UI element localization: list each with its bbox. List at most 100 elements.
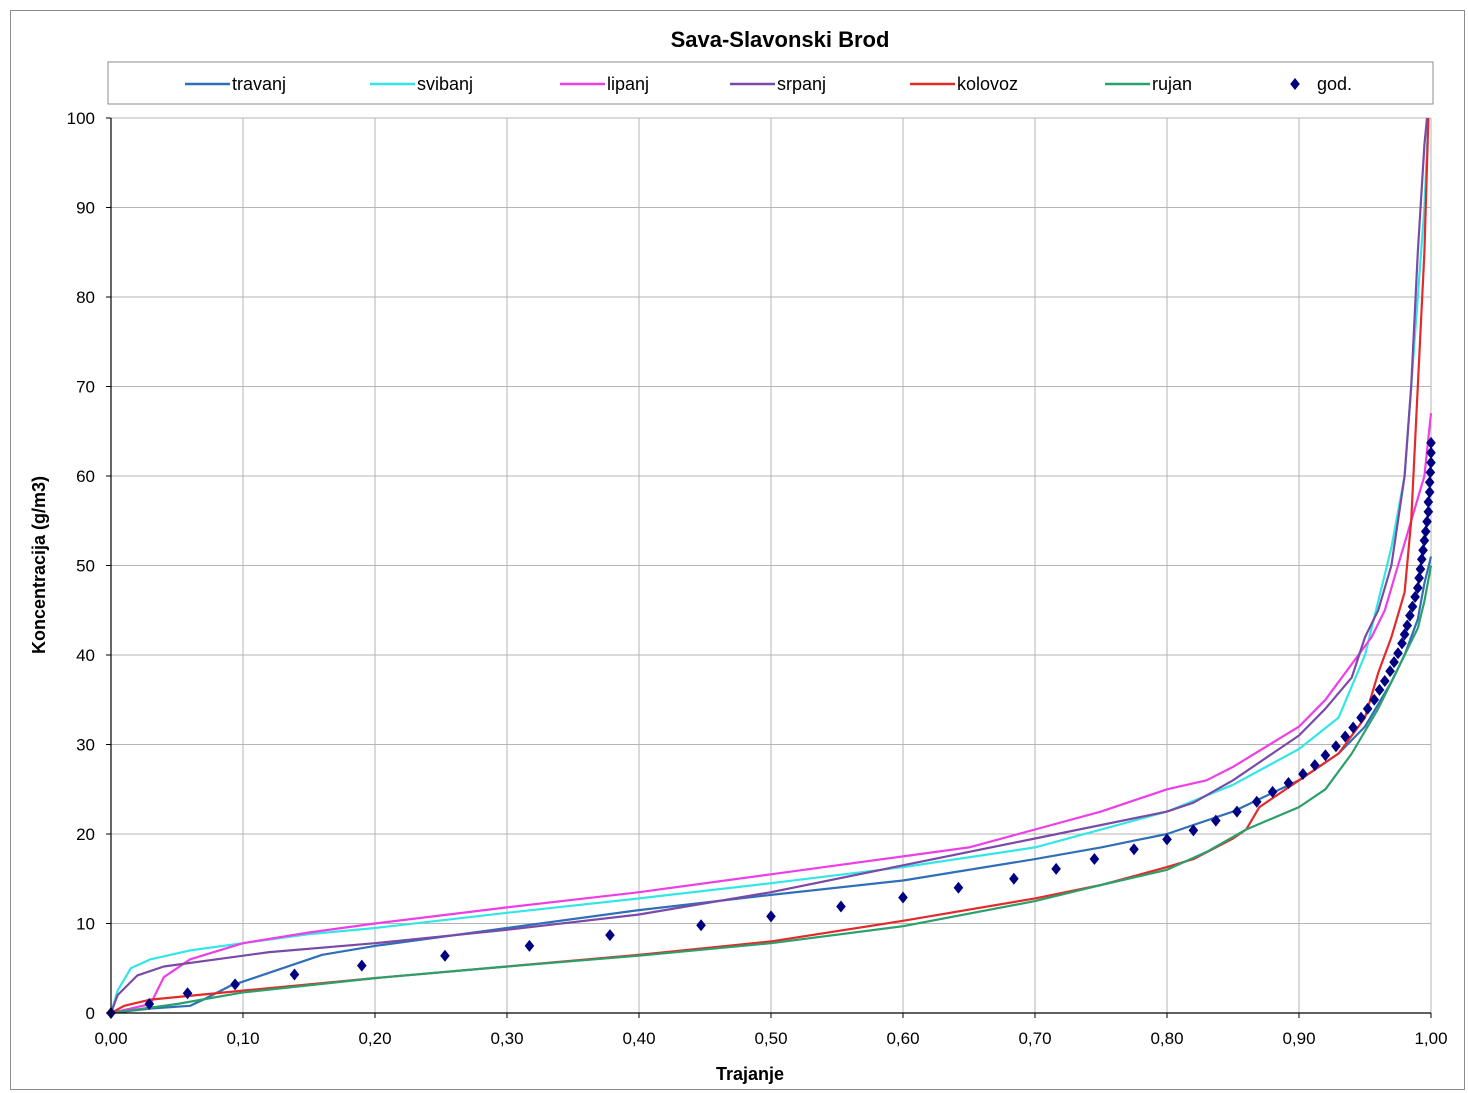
data-point-god [1423, 505, 1434, 518]
x-tick-label: 0,70 [1018, 1029, 1051, 1048]
y-tick-label: 80 [76, 288, 95, 307]
data-point-god [1410, 590, 1420, 603]
legend-item-lipanj: lipanj [560, 74, 649, 94]
data-point-god [1356, 711, 1366, 724]
data-point-god [357, 959, 367, 972]
data-point-god [1425, 466, 1436, 479]
data-point-god [696, 919, 706, 932]
series-line-lipanj [110, 413, 1433, 1015]
data-point-god [1426, 446, 1436, 459]
series-god [106, 436, 1436, 1019]
data-point-god [289, 968, 300, 981]
y-tick-label: 10 [76, 915, 95, 934]
x-tick-label: 0,00 [94, 1029, 127, 1048]
data-point-god [1310, 759, 1320, 772]
series-line-srpanj [109, 117, 1429, 1014]
legend-label: svibanj [417, 74, 473, 94]
y-tick-label: 100 [67, 109, 95, 128]
series-layer [106, 117, 1436, 1019]
series-line-rujan [110, 565, 1433, 1015]
y-tick-label: 90 [76, 199, 95, 218]
data-point-god [1374, 683, 1385, 696]
data-point-god [766, 910, 776, 923]
data-point-god [1399, 628, 1410, 641]
legend-swatch [1290, 78, 1300, 90]
x-tick-label: 0,30 [490, 1029, 523, 1048]
data-point-god [440, 949, 450, 962]
chart-title: Sava-Slavonski Brod [671, 27, 890, 52]
grid [110, 117, 1432, 1014]
legend-label: travanj [232, 74, 286, 94]
data-point-god [1129, 843, 1139, 856]
legend-label: kolovoz [957, 74, 1018, 94]
tick-labels: 0,00 0,10 0,20 0,30 0,40 0,50 0,60 0,70 0,80 0,90… [67, 109, 1448, 1048]
data-point-god [605, 929, 615, 942]
data-point-god [1389, 656, 1399, 669]
data-point-god [1051, 862, 1061, 875]
data-point-god [1402, 619, 1413, 632]
x-tick-label: 0,80 [1150, 1029, 1183, 1048]
data-point-god [1188, 824, 1199, 837]
data-point-god [1407, 600, 1418, 613]
data-point-god [1348, 721, 1358, 734]
legend: travanj svibanj lipanj srpanj kolovoz rujan go… [185, 74, 1352, 94]
data-point-god [1414, 572, 1424, 585]
data-point-god [953, 881, 964, 894]
data-point-god [1413, 581, 1423, 594]
legend-item-god: god. [1290, 74, 1352, 94]
legend-item-svibanj: svibanj [370, 74, 473, 94]
y-tick-label: 30 [76, 736, 95, 755]
data-point-god [1416, 553, 1427, 566]
data-point-god [1424, 476, 1435, 489]
data-point-god [524, 939, 535, 952]
x-tick-label: 0,10 [226, 1029, 259, 1048]
data-point-god [1418, 544, 1428, 557]
x-axis-label: Trajanje [716, 1064, 784, 1084]
data-point-god [1362, 702, 1373, 715]
data-point-god [1089, 853, 1100, 866]
data-point-god [1419, 534, 1430, 547]
data-point-god [1267, 785, 1278, 798]
legend-item-kolovoz: kolovoz [910, 74, 1018, 94]
x-tick-label: 0,50 [754, 1029, 787, 1048]
y-tick-label: 70 [76, 378, 95, 397]
legend-label: lipanj [607, 74, 649, 94]
data-point-god [1283, 776, 1294, 789]
legend-label: rujan [1152, 74, 1192, 94]
x-tick-label: 0,60 [886, 1029, 919, 1048]
y-tick-label: 20 [76, 825, 95, 844]
data-point-god [1426, 436, 1436, 449]
x-tick-label: 0,20 [358, 1029, 391, 1048]
x-tick-label: 0,40 [622, 1029, 655, 1048]
data-point-god [1320, 749, 1331, 762]
data-point-god [1340, 730, 1350, 743]
data-point-god [1380, 674, 1390, 687]
data-point-god [1385, 665, 1395, 678]
data-point-god [1162, 833, 1172, 846]
data-point-god [230, 978, 240, 991]
data-point-god [898, 891, 908, 904]
data-point-god [1298, 768, 1308, 781]
data-point-god [144, 998, 155, 1011]
y-tick-label: 60 [76, 467, 95, 486]
y-axis-label: Koncentracija (g/m3) [29, 476, 49, 654]
data-point-god [1422, 515, 1432, 528]
data-point-god [182, 987, 193, 1000]
data-point-god [1424, 486, 1435, 499]
data-point-god [1420, 525, 1431, 538]
x-tick-label: 0,90 [1282, 1029, 1315, 1048]
data-point-god [1415, 563, 1426, 576]
data-point-god [1211, 814, 1221, 827]
legend-item-srpanj: srpanj [730, 74, 826, 94]
data-point-god [1331, 740, 1341, 753]
legend-item-rujan: rujan [1105, 74, 1192, 94]
data-point-god [1405, 609, 1415, 622]
y-tick-label: 0 [86, 1004, 95, 1023]
legend-label: god. [1317, 74, 1352, 94]
y-tick-label: 40 [76, 646, 95, 665]
data-point-god [836, 900, 846, 913]
legend-item-travanj: travanj [185, 74, 286, 94]
data-point-god [1426, 456, 1436, 469]
x-tick-label: 1,00 [1414, 1029, 1447, 1048]
